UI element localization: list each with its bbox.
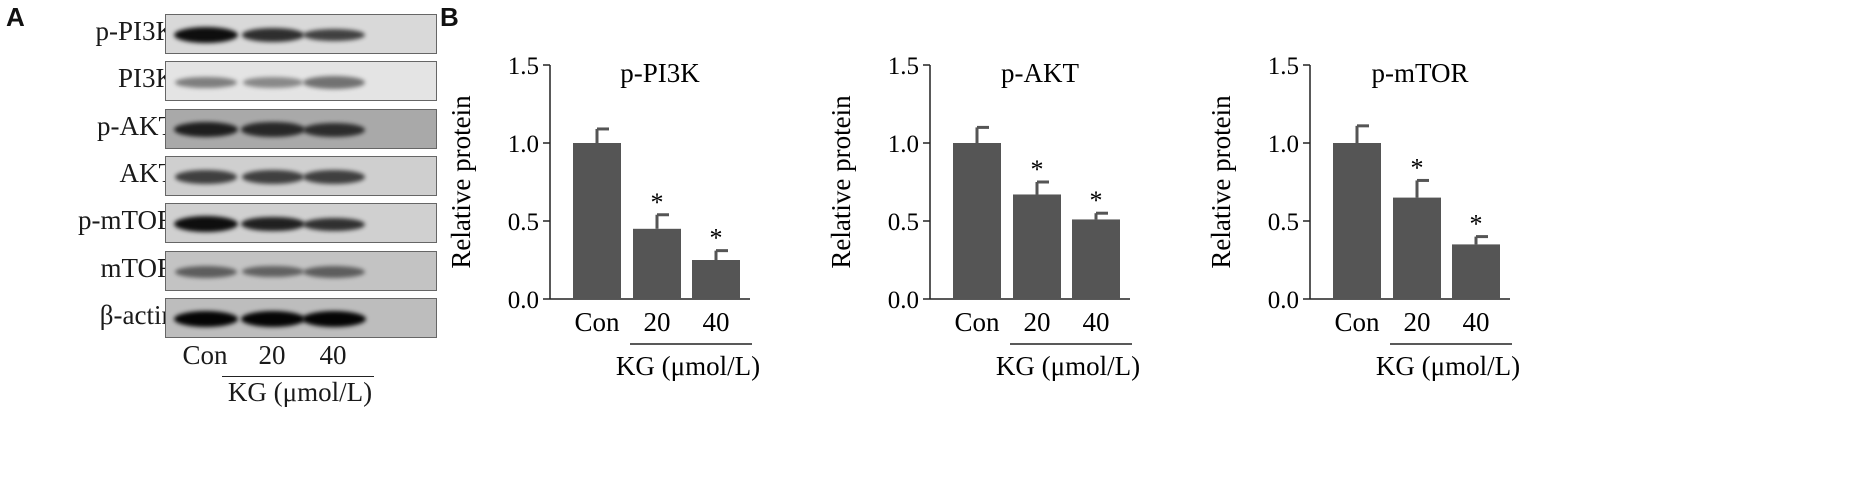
blot-strip (165, 61, 437, 102)
blot-row-label: p-AKT (97, 110, 175, 141)
y-axis-label: Relative protein (1206, 95, 1236, 269)
western-blot-panel: p-PI3K PI3K p-AKT AKT p-mTOR mTOR β-actin Con 20… (0, 0, 480, 481)
blot-band (242, 77, 304, 88)
significance-marker: * (1090, 186, 1103, 215)
blot-band (241, 28, 305, 42)
blot-band (174, 121, 238, 138)
blot-band (241, 169, 305, 184)
blot-row-label: mTOR (100, 252, 175, 283)
chart-p-mtor-svg: Relative protein 0.0 0.5 1.0 1.5 p-mTOR Con * 20… (1206, 53, 1520, 381)
blot-band (241, 216, 305, 232)
blot-strip (165, 155, 437, 196)
blot-band (302, 169, 366, 184)
blot-band (175, 265, 237, 278)
blot-strip (165, 250, 437, 291)
blot-band (174, 27, 238, 43)
blot-strip (165, 108, 437, 149)
blot-lane-label: 20 (258, 340, 286, 370)
x-tick-label: Con (1334, 307, 1380, 337)
y-tick-label: 1.5 (508, 53, 539, 80)
significance-marker: * (1470, 210, 1483, 239)
x-tick-label: 40 (1083, 307, 1110, 337)
blot-strip (165, 297, 437, 338)
blot-lane-label: 40 (319, 340, 347, 370)
chart-title: p-mTOR (1371, 58, 1468, 88)
chart-title: p-AKT (1001, 58, 1079, 88)
bar (633, 228, 681, 299)
blot-band (302, 122, 366, 137)
blot-band (242, 265, 304, 278)
bar-chart-p-akt: Relative protein 0.0 0.5 1.0 1.5 p-AKT Con * 20 *… (820, 0, 1200, 486)
y-tick-label: 0.5 (888, 209, 919, 236)
y-tick-label: 1.0 (508, 131, 539, 158)
bar (1393, 197, 1441, 299)
x-tick-label: Con (954, 307, 1000, 337)
blot-group-line (222, 376, 374, 377)
group-label: KG (μmol/L) (616, 351, 760, 381)
blot-band (174, 169, 238, 184)
bar (692, 260, 740, 299)
significance-marker: * (1411, 153, 1424, 182)
bar (1013, 194, 1061, 299)
x-tick-label: 20 (1404, 307, 1431, 337)
y-tick-label: 1.0 (1268, 131, 1299, 158)
panel-label-a: A (6, 2, 25, 32)
chart-title: p-PI3K (620, 58, 700, 88)
blot-band (303, 265, 365, 278)
y-tick-label: 0.0 (508, 287, 539, 314)
x-tick-label: 40 (703, 307, 730, 337)
significance-marker: * (710, 224, 723, 253)
blot-band (302, 310, 366, 327)
group-label: KG (μmol/L) (996, 351, 1140, 381)
y-tick-label: 0.0 (1268, 287, 1299, 314)
blot-band (174, 216, 238, 233)
blot-band (175, 76, 237, 89)
blot-row-label: β-actin (99, 299, 175, 330)
y-tick-label: 1.5 (888, 53, 919, 80)
x-tick-label: Con (574, 307, 620, 337)
x-tick-label: 20 (1024, 307, 1051, 337)
blot-lane-label: Con (182, 340, 228, 370)
y-tick-label: 1.0 (888, 131, 919, 158)
blot-band (241, 310, 305, 327)
y-axis-label: Relative protein (446, 95, 476, 269)
blot-group-label: KG (μmol/L) (227, 377, 373, 407)
y-tick-label: 0.0 (888, 287, 919, 314)
blot-band (174, 310, 238, 327)
bar (1072, 219, 1120, 299)
bar (1452, 244, 1500, 299)
y-tick-label: 1.5 (1268, 53, 1299, 80)
bar (573, 143, 621, 299)
blot-row-label: AKT (119, 157, 176, 188)
significance-marker: * (1031, 155, 1044, 184)
blot-row-label: PI3K (117, 63, 175, 94)
x-tick-label: 20 (644, 307, 671, 337)
blot-band (302, 217, 366, 231)
bar-chart-p-pi3k: Relative protein 0.0 0.5 1.0 1.5 p-PI3K Con * 20… (440, 0, 820, 486)
x-tick-label: 40 (1463, 307, 1490, 337)
group-label: KG (μmol/L) (1376, 351, 1520, 381)
panel-label-b: B (440, 2, 459, 32)
y-tick-label: 0.5 (1268, 209, 1299, 236)
significance-marker: * (651, 188, 664, 217)
blot-row-label: p-mTOR (77, 205, 175, 236)
chart-p-akt-svg: Relative protein 0.0 0.5 1.0 1.5 p-AKT Con * 20 *… (826, 53, 1140, 381)
blot-band (241, 122, 305, 137)
bar-chart-p-mtor: Relative protein 0.0 0.5 1.0 1.5 p-mTOR Con * 20… (1200, 0, 1580, 486)
blot-row-label: p-PI3K (95, 16, 176, 46)
blot-strip (165, 14, 437, 54)
bar (953, 143, 1001, 299)
y-tick-label: 0.5 (508, 209, 539, 236)
chart-p-pi3k-svg: Relative protein 0.0 0.5 1.0 1.5 p-PI3K Con * 20… (446, 53, 760, 381)
y-axis-label: Relative protein (826, 95, 856, 269)
blot-strip (165, 203, 437, 244)
blot-band (302, 75, 366, 89)
bar (1333, 143, 1381, 299)
blot-band (303, 28, 365, 42)
